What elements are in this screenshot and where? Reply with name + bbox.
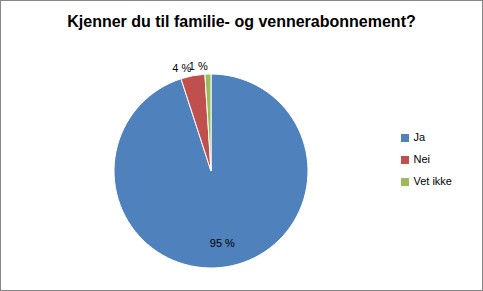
html-text:Kjenner du til familie- og ven: Kjenner du til familie- og vennerabonnem… — [67, 13, 416, 30]
html-text:Vet ikke: Vet ikke — [413, 175, 452, 187]
svg-text:1 %: 1 % — [189, 60, 208, 72]
svg-text:95 %: 95 % — [210, 237, 235, 249]
html-text:Ja: Ja — [413, 131, 426, 143]
svg-text:4 %: 4 % — [172, 61, 192, 74]
html-text:Nei: Nei — [413, 153, 430, 165]
